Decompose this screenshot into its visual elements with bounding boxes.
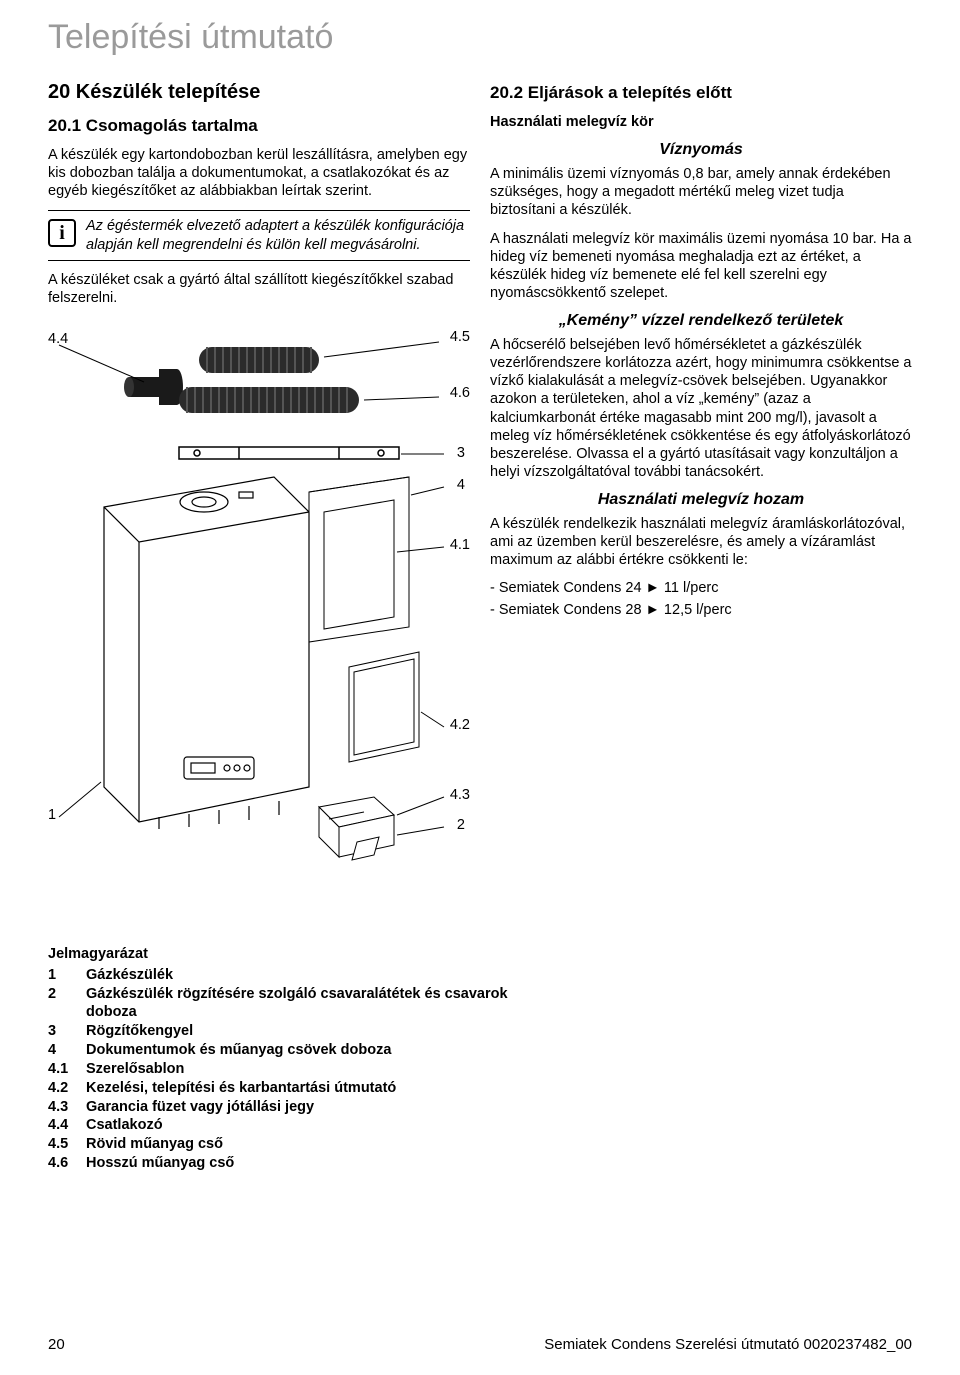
- legend-key: 4.6: [48, 1154, 86, 1173]
- callout-2: 2: [457, 817, 465, 833]
- callout-4-4: 4.4: [48, 331, 68, 347]
- legend-key: 3: [48, 1022, 86, 1041]
- legend-value: Rögzítőkengyel: [86, 1022, 549, 1041]
- water-pressure-heading: Víznyomás: [490, 141, 912, 159]
- legend-row: 4.5Rövid műanyag cső: [48, 1135, 549, 1154]
- dhw-flow-heading: Használati melegvíz hozam: [490, 491, 912, 509]
- callout-4-3: 4.3: [450, 787, 470, 803]
- legend-row: 4Dokumentumok és műanyag csövek doboza: [48, 1041, 549, 1060]
- info-note: i Az égéstermék elvezető adaptert a kész…: [48, 210, 470, 260]
- callout-4-1: 4.1: [450, 537, 470, 553]
- left-column: 20 Készülék telepítése 20.1 Csomagolás t…: [48, 75, 470, 917]
- right-column: 20.2 Eljárások a telepítés előtt Használ…: [490, 75, 912, 917]
- legend-value: Hosszú műanyag cső: [86, 1154, 549, 1173]
- legend-row: 3Rögzítőkengyel: [48, 1022, 549, 1041]
- legend-key: 4.2: [48, 1079, 86, 1098]
- legend-value: Garancia füzet vagy jótállási jegy: [86, 1098, 549, 1117]
- legend-value: Dokumentumok és műanyag csövek doboza: [86, 1041, 549, 1060]
- para-min-pressure: A minimális üzemi víznyomás 0,8 bar, ame…: [490, 165, 912, 219]
- info-note-text: Az égéstermék elvezető adaptert a készül…: [86, 217, 470, 253]
- diagram-svg: [48, 317, 470, 917]
- para-accessories: A készüléket csak a gyártó által szállít…: [48, 271, 470, 307]
- legend-value: Gázkészülék: [86, 966, 549, 985]
- legend-key: 1: [48, 966, 86, 985]
- legend-value: Szerelősablon: [86, 1060, 549, 1079]
- callout-1: 1: [48, 807, 56, 823]
- callout-4-5: 4.5: [450, 329, 470, 345]
- para-packaging-intro: A készülék egy kartondobozban kerül lesz…: [48, 146, 470, 200]
- footer-doc-ref: Semiatek Condens Szerelési útmutató 0020…: [544, 1336, 912, 1353]
- page-number: 20: [48, 1336, 65, 1353]
- flow-rate-28: - Semiatek Condens 28 ► 12,5 l/perc: [490, 601, 912, 621]
- legend-key: 4.4: [48, 1116, 86, 1135]
- legend-row: 4.4Csatlakozó: [48, 1116, 549, 1135]
- legend-title: Jelmagyarázat: [48, 945, 549, 964]
- hard-water-heading: „Kemény” vízzel rendelkező területek: [490, 312, 912, 330]
- legend-row: 4.2Kezelési, telepítési és karbantartási…: [48, 1079, 549, 1098]
- legend-value: Csatlakozó: [86, 1116, 549, 1135]
- dhw-circuit-heading: Használati melegvíz kör: [490, 113, 912, 131]
- legend-row: 2Gázkészülék rögzítésére szolgáló csavar…: [48, 985, 549, 1023]
- legend-row: 4.6Hosszú műanyag cső: [48, 1154, 549, 1173]
- legend-key: 4: [48, 1041, 86, 1060]
- flow-rate-24: - Semiatek Condens 24 ► 11 l/perc: [490, 579, 912, 599]
- page: Telepítési útmutató 20 Készülék telepíté…: [0, 0, 960, 1375]
- legend-value: Gázkészülék rögzítésére szolgáló csavara…: [86, 985, 549, 1023]
- legend-row: 4.1Szerelősablon: [48, 1060, 549, 1079]
- legend-value: Rövid műanyag cső: [86, 1135, 549, 1154]
- legend-row: 1Gázkészülék: [48, 966, 549, 985]
- legend-key: 2: [48, 985, 86, 1023]
- para-hard-water: A hőcserélő belsejében levő hőmérséklete…: [490, 336, 912, 481]
- two-column-layout: 20 Készülék telepítése 20.1 Csomagolás t…: [48, 75, 912, 917]
- subsection-heading-20-2: 20.2 Eljárások a telepítés előtt: [490, 83, 912, 103]
- legend-key: 4.1: [48, 1060, 86, 1079]
- subsection-heading-20-1: 20.1 Csomagolás tartalma: [48, 116, 470, 136]
- page-footer: 20 Semiatek Condens Szerelési útmutató 0…: [48, 1334, 912, 1353]
- callout-4-6: 4.6: [450, 385, 470, 401]
- figure-legend: Jelmagyarázat 1Gázkészülék2Gázkészülék r…: [48, 945, 549, 1173]
- info-icon: i: [48, 219, 76, 247]
- para-flow-limiter: A készülék rendelkezik használati melegv…: [490, 515, 912, 569]
- callout-4-2: 4.2: [450, 717, 470, 733]
- callout-3: 3: [457, 445, 465, 461]
- exploded-diagram: 4.4 4.5 4.6 3 4 4.1 4.2 4.3 2 1: [48, 317, 470, 917]
- section-heading-20: 20 Készülék telepítése: [48, 81, 470, 104]
- legend-key: 4.5: [48, 1135, 86, 1154]
- document-title: Telepítési útmutató: [48, 18, 912, 57]
- legend-key: 4.3: [48, 1098, 86, 1117]
- para-max-pressure: A használati melegvíz kör maximális üzem…: [490, 230, 912, 303]
- callout-4: 4: [457, 477, 465, 493]
- legend-row: 4.3Garancia füzet vagy jótállási jegy: [48, 1098, 549, 1117]
- legend-value: Kezelési, telepítési és karbantartási út…: [86, 1079, 549, 1098]
